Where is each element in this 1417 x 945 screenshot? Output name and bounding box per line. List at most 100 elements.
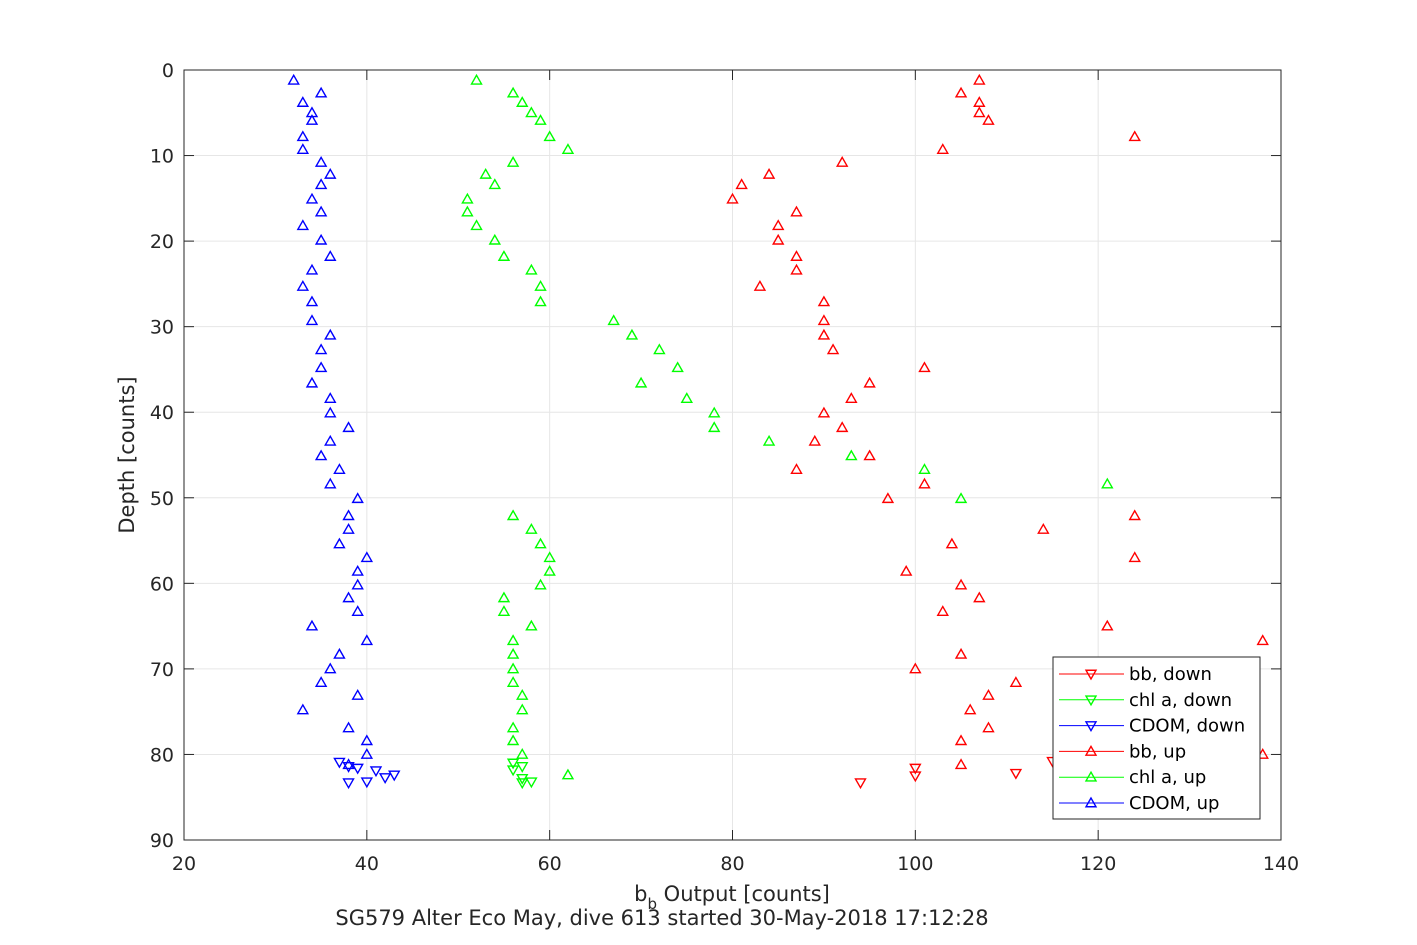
data-point-cdom-down: [342, 778, 355, 790]
data-point-bb-up: [1009, 676, 1023, 688]
data-point-cdom-down: [378, 773, 392, 784]
data-point-cdom-up: [296, 96, 310, 107]
legend-label-cdom-down: CDOM, down: [1129, 716, 1245, 737]
data-point-chl-a-up: [845, 449, 858, 461]
data-point-chl-a-up: [497, 591, 511, 603]
data-point-chl-a-up: [607, 314, 620, 326]
data-point-cdom-up: [314, 178, 328, 190]
data-point-cdom-up: [314, 205, 328, 217]
data-point-chl-a-up: [470, 219, 483, 231]
data-point-chl-a-up: [506, 734, 520, 746]
data-point-chl-a-up: [561, 768, 575, 780]
data-point-cdom-up: [296, 130, 310, 142]
data-point-chl-a-down: [506, 758, 520, 770]
x-axis-label-main: b: [634, 882, 647, 906]
data-point-bb-up: [835, 421, 849, 433]
data-point-bb-up: [1128, 509, 1141, 521]
data-point-cdom-up: [342, 758, 355, 770]
data-point-cdom-up: [305, 263, 319, 275]
data-point-cdom-up: [314, 361, 328, 373]
data-point-cdom-up: [305, 314, 319, 326]
data-point-bb-up: [790, 463, 803, 474]
data-point-chl-a-up: [525, 106, 538, 118]
data-point-chl-a-down: [506, 765, 520, 777]
x-axis-label: bb Output [counts]: [634, 882, 830, 913]
data-point-bb-up: [817, 295, 831, 307]
data-point-bb-up: [835, 155, 849, 167]
data-point-chl-a-down: [525, 777, 538, 789]
data-point-bb-down: [1009, 768, 1023, 780]
legend: bb, down chl a, down CDOM, down bb, up chl a…: [1052, 656, 1261, 820]
x-tick-label: 120: [1080, 853, 1116, 875]
y-tick-label: 30: [150, 317, 174, 339]
data-point-bb-up: [982, 114, 995, 125]
data-point-chl-a-up: [461, 192, 474, 204]
data-point-bb-up: [936, 605, 949, 617]
data-point-chl-a-up: [1101, 477, 1114, 489]
data-point-cdom-up: [342, 509, 355, 521]
data-point-bb-up: [817, 314, 831, 326]
y-tick-label: 70: [150, 659, 174, 681]
data-point-chl-a-up: [708, 421, 721, 433]
data-point-bb-up: [982, 689, 995, 700]
data-point-bb-up: [817, 406, 831, 418]
data-point-bb-up: [918, 361, 931, 373]
data-point-chl-a-up: [653, 343, 666, 355]
y-tick-label: 90: [150, 830, 174, 852]
series-bb-up: [726, 73, 1269, 770]
data-point-chl-a-down: [516, 761, 529, 773]
data-point-cdom-up: [333, 463, 346, 474]
data-point-bb-up: [845, 392, 858, 403]
data-point-bb-up: [863, 376, 876, 388]
data-point-cdom-up: [305, 192, 319, 204]
data-point-cdom-up: [351, 689, 364, 700]
x-tick-label: 100: [897, 853, 933, 875]
data-point-chl-a-up: [506, 676, 520, 688]
data-point-chl-a-up: [634, 376, 648, 388]
data-point-bb-up: [772, 233, 785, 245]
x-axis-label-subscript: b: [647, 895, 657, 913]
data-point-chl-a-up: [488, 233, 502, 245]
data-point-cdom-up: [314, 343, 328, 355]
data-point-chl-a-up: [506, 634, 520, 646]
data-point-chl-a-up: [479, 167, 492, 179]
data-point-cdom-up: [351, 564, 364, 576]
data-point-chl-a-up: [534, 280, 547, 291]
legend-marker-chl-a-down: [1084, 695, 1098, 707]
data-point-bb-up: [954, 578, 968, 590]
data-point-cdom-up: [324, 328, 337, 340]
data-point-chl-a-up: [671, 361, 684, 373]
data-point-chl-a-up: [497, 250, 511, 261]
data-point-bb-up: [790, 263, 803, 275]
data-point-cdom-up: [296, 219, 310, 231]
data-point-chl-a-up: [488, 178, 502, 190]
data-point-bb-up: [1128, 551, 1141, 563]
data-point-bb-up: [945, 537, 959, 549]
data-point-bb-up: [826, 343, 840, 355]
data-point-cdom-down: [360, 777, 374, 789]
data-point-cdom-up: [333, 647, 346, 659]
data-point-cdom-up: [342, 523, 355, 534]
data-point-chl-a-up: [516, 748, 529, 759]
data-point-chl-a-up: [525, 619, 538, 631]
x-axis-label-rest: Output [counts]: [657, 882, 830, 906]
data-point-bb-up: [954, 758, 968, 770]
legend-marker-bb-down: [1084, 669, 1098, 681]
data-point-bb-up: [982, 721, 995, 733]
data-point-cdom-up: [324, 406, 337, 418]
data-point-chl-a-up: [534, 578, 547, 590]
data-point-cdom-up: [324, 250, 337, 261]
data-point-bb-up: [790, 205, 803, 217]
data-point-bb-up: [753, 280, 767, 291]
data-point-cdom-up: [360, 634, 374, 646]
x-tick-label: 40: [355, 853, 379, 875]
legend-marker-cdom-up: [1084, 796, 1098, 808]
data-point-cdom-up: [342, 721, 355, 733]
data-point-bb-up: [735, 178, 748, 190]
data-point-cdom-up: [296, 703, 310, 715]
figure-caption: SG579 Alter Eco May, dive 613 started 30…: [335, 906, 988, 930]
data-point-cdom-up: [351, 578, 364, 590]
series-chl-a-down: [506, 758, 538, 790]
x-tick-label: 60: [538, 853, 562, 875]
legend-label-chl-a-up: chl a, up: [1129, 767, 1206, 788]
